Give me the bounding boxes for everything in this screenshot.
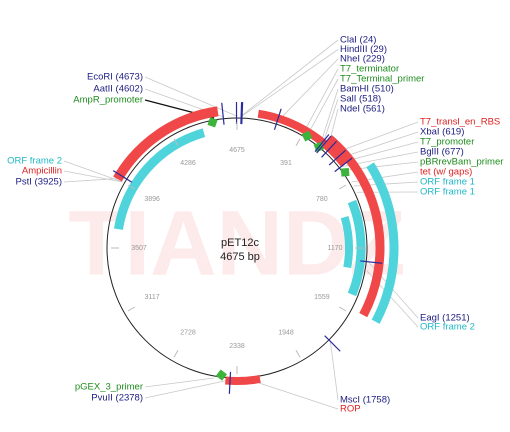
cut-site [360, 260, 383, 264]
feature-label: ORF frame 2 [7, 156, 62, 167]
leader-line [144, 377, 215, 388]
feature-label: NheI (229) [340, 54, 385, 65]
primer-marker [207, 117, 218, 128]
position-label: 780 [316, 196, 328, 203]
position-label: 3117 [145, 294, 160, 301]
leader-line [319, 88, 339, 146]
feature-label: BamHI (510) [340, 84, 394, 95]
feature-label: AatII (4602) [93, 84, 143, 95]
feature-label: BglII (677) [420, 147, 464, 158]
feature-label: XbaI (619) [420, 127, 464, 138]
position-label: 1170 [327, 245, 342, 252]
feature-arc [225, 375, 261, 385]
cut-site [112, 170, 133, 183]
leader-line [248, 379, 339, 410]
position-label: 2338 [229, 343, 245, 350]
feature-label: MscI (1758) [340, 395, 390, 406]
feature-label: pBRrevBam_primer [420, 157, 503, 168]
cut-site [241, 102, 244, 125]
feature-label: T7_promoter [420, 137, 474, 148]
feature-arc [257, 109, 348, 167]
position-label: 3896 [144, 196, 160, 203]
scale-tick [338, 306, 347, 312]
leader-line [302, 68, 339, 134]
plasmid-name: pET12c [221, 237, 259, 249]
feature-arc [340, 216, 353, 269]
leader-line [63, 177, 126, 183]
cut-site [321, 140, 338, 158]
cut-site [314, 134, 330, 153]
feature-label: EagI (1251) [420, 313, 470, 324]
feature-label: Ampicillin [22, 166, 62, 177]
cut-site [316, 135, 332, 154]
feature-arc [366, 162, 399, 324]
cut-site [240, 102, 243, 125]
cut-site [328, 149, 346, 166]
scale-tick [127, 306, 136, 312]
leader-line [306, 78, 339, 137]
position-label: 3507 [131, 245, 147, 252]
position-label: 1948 [278, 330, 294, 337]
feature-label: NdeI (561) [340, 104, 385, 115]
leader-line [144, 379, 231, 399]
feature-arc [326, 135, 385, 318]
position-label: 2728 [180, 330, 196, 337]
feature-label: pGEX_3_primer [75, 382, 143, 393]
feature-label: T7_terminator [340, 64, 399, 75]
position-label: 1559 [314, 294, 330, 301]
scale-tick [173, 138, 179, 147]
scale-tick [173, 349, 179, 358]
feature-label: ORF frame 1 [420, 177, 475, 188]
primer-marker [340, 167, 350, 177]
primer-marker [215, 369, 228, 381]
feature-label: T7_transl_en_RBS [420, 117, 500, 128]
cut-site [273, 108, 282, 130]
cut-site [228, 371, 232, 394]
position-label: 4675 [229, 147, 245, 154]
feature-label: PvuII (2378) [91, 393, 143, 404]
cut-site [324, 335, 341, 352]
scale-tick [295, 138, 301, 147]
leader-line [329, 341, 339, 401]
leader-line [241, 49, 339, 117]
feature-label: HindIII (29) [340, 44, 387, 55]
feature-arc [113, 106, 219, 182]
feature-label: EcoRI (4673) [87, 72, 143, 83]
feature-label: ClaI (24) [340, 35, 376, 46]
feature-label: ORF frame 2 [420, 322, 475, 333]
primer-marker [301, 130, 313, 142]
feature-label: T7_Terminal_primer [340, 74, 424, 85]
feature-arc [114, 128, 206, 230]
feature-label: AmpR_promoter [73, 95, 143, 106]
feature-label: tet (w/ gaps) [420, 167, 472, 178]
scale-tick [338, 184, 347, 190]
leader-line [240, 39, 339, 117]
scale-tick [295, 349, 301, 358]
feature-label: ROP [340, 404, 361, 415]
position-label: 391 [280, 160, 292, 167]
feature-label: ORF frame 1 [420, 187, 475, 198]
position-label: 4286 [180, 160, 196, 167]
plasmid-length: 4675 bp [220, 251, 260, 263]
scale-tick [127, 184, 136, 190]
leader-line [276, 58, 339, 123]
leader-line [144, 76, 237, 117]
feature-label: PstI (3925) [16, 177, 62, 188]
leader-line [63, 170, 123, 183]
cut-site [221, 102, 225, 125]
feature-label: SalI (518) [340, 94, 381, 105]
cut-site [334, 157, 353, 173]
